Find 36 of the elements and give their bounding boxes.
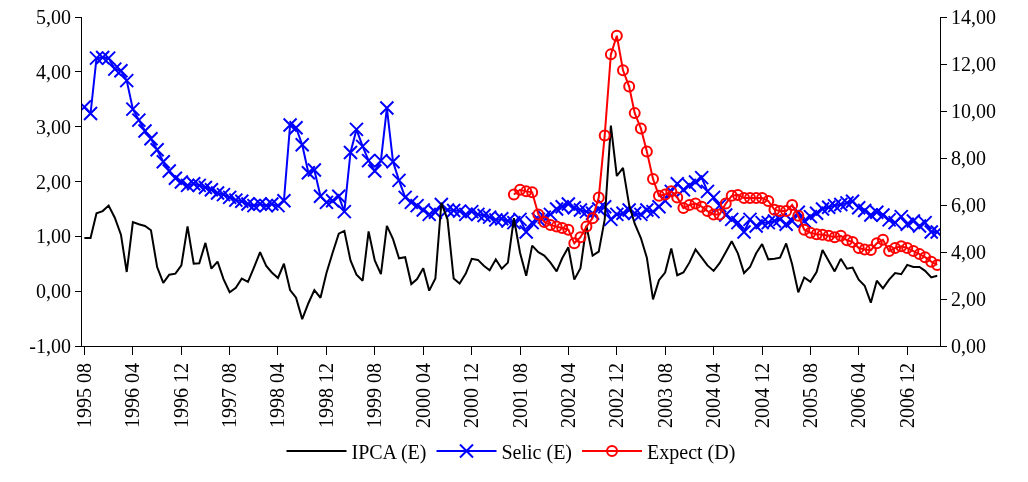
- x-tick-label: 2000 12: [460, 363, 483, 428]
- y2-tick-label: 0,00: [951, 335, 986, 357]
- x-tick-label: 2002 04: [556, 363, 579, 428]
- x-tick-label: 2005 08: [798, 363, 821, 428]
- y2-tick-label: 6,00: [951, 194, 986, 216]
- x-tick-label: 2003 08: [653, 363, 676, 428]
- y2-tick-label: 2,00: [951, 288, 986, 310]
- x-tick-label: 1996 04: [121, 363, 144, 428]
- y-tick-label: 4,00: [36, 60, 71, 83]
- x-tick-label: 1995 08: [72, 363, 95, 428]
- y-tick-label: 3,00: [36, 115, 71, 138]
- x-tick-label: 1998 12: [314, 363, 337, 428]
- y-tick-label: 1,00: [36, 225, 71, 248]
- legend-label: Expect (D): [647, 440, 736, 464]
- x-tick-label: 2002 12: [605, 363, 628, 428]
- y2-tick-label: 14,00: [951, 6, 996, 28]
- x-tick-label: 1996 12: [169, 363, 192, 428]
- x-tick-label: 1998 04: [266, 363, 289, 428]
- x-tick-label: 1999 08: [363, 363, 386, 428]
- legend-label: Selic (E): [501, 440, 573, 464]
- y-tick-label: 5,00: [36, 6, 71, 28]
- x-tick-label: 2006 04: [847, 363, 870, 428]
- x-tick-label: 1997 08: [218, 363, 241, 428]
- y-tick-label: 2,00: [36, 170, 71, 193]
- y-tick-label: -1,00: [29, 335, 71, 357]
- y2-tick-label: 12,00: [951, 53, 996, 75]
- x-tick-label: 2004 12: [750, 363, 773, 428]
- x-tick-label: 2001 08: [508, 363, 531, 428]
- y-tick-label: 0,00: [36, 280, 71, 303]
- x-tick-label: 2006 12: [895, 363, 918, 428]
- y2-tick-label: 8,00: [951, 147, 986, 169]
- y2-tick-label: 10,00: [951, 100, 996, 122]
- x-tick-label: 2000 04: [411, 363, 434, 428]
- legend-label: IPCA (E): [351, 440, 427, 464]
- y2-tick-label: 4,00: [951, 241, 986, 263]
- x-tick-label: 2004 04: [702, 363, 725, 428]
